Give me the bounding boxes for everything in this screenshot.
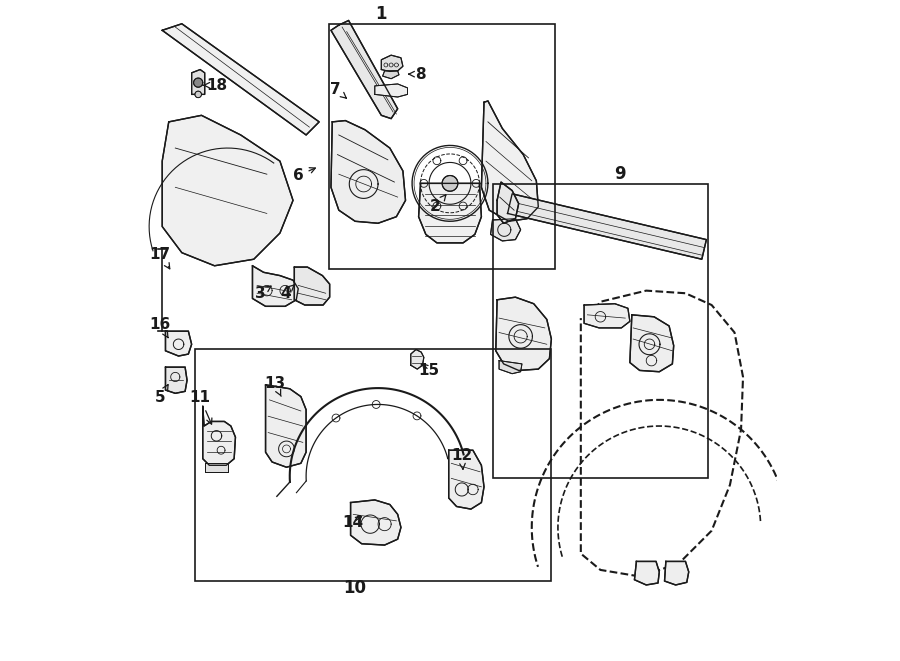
Polygon shape: [418, 183, 482, 243]
Polygon shape: [634, 561, 660, 585]
Polygon shape: [205, 463, 228, 472]
Polygon shape: [331, 20, 398, 118]
Polygon shape: [508, 194, 706, 259]
Text: 18: 18: [203, 78, 227, 93]
Polygon shape: [496, 297, 552, 370]
Polygon shape: [166, 367, 187, 393]
Polygon shape: [294, 267, 329, 305]
Polygon shape: [664, 561, 689, 585]
Text: 10: 10: [344, 578, 366, 597]
Text: 6: 6: [292, 168, 315, 183]
Polygon shape: [202, 407, 236, 465]
Polygon shape: [351, 500, 400, 545]
Text: 3: 3: [255, 286, 271, 301]
Polygon shape: [162, 24, 320, 135]
Text: 14: 14: [343, 515, 364, 529]
Polygon shape: [382, 71, 399, 79]
Bar: [329, 24, 554, 269]
Polygon shape: [162, 115, 293, 266]
Text: 12: 12: [451, 448, 472, 469]
Polygon shape: [449, 450, 484, 509]
Text: 13: 13: [264, 376, 285, 397]
Text: 7: 7: [330, 82, 346, 98]
Polygon shape: [482, 101, 538, 221]
Polygon shape: [630, 315, 674, 371]
Polygon shape: [266, 385, 306, 467]
Bar: [492, 184, 708, 479]
Polygon shape: [194, 78, 202, 87]
Text: 8: 8: [409, 67, 426, 81]
Polygon shape: [166, 331, 192, 356]
Polygon shape: [500, 361, 522, 373]
Text: 16: 16: [149, 317, 171, 338]
Polygon shape: [192, 69, 204, 95]
Bar: [195, 349, 552, 581]
Text: 1: 1: [375, 5, 387, 23]
Polygon shape: [584, 303, 630, 328]
Polygon shape: [497, 182, 518, 223]
Polygon shape: [442, 176, 458, 191]
Polygon shape: [374, 84, 408, 97]
Text: 17: 17: [149, 247, 171, 269]
Text: 15: 15: [418, 363, 439, 378]
Polygon shape: [491, 219, 520, 241]
Polygon shape: [331, 120, 406, 223]
Text: 5: 5: [155, 385, 168, 405]
Polygon shape: [195, 91, 202, 98]
Polygon shape: [253, 266, 298, 306]
Text: 2: 2: [430, 195, 446, 214]
Polygon shape: [382, 55, 403, 71]
Text: 11: 11: [190, 391, 212, 424]
Polygon shape: [410, 350, 424, 369]
Text: 4: 4: [280, 285, 294, 301]
Text: 9: 9: [614, 165, 626, 183]
